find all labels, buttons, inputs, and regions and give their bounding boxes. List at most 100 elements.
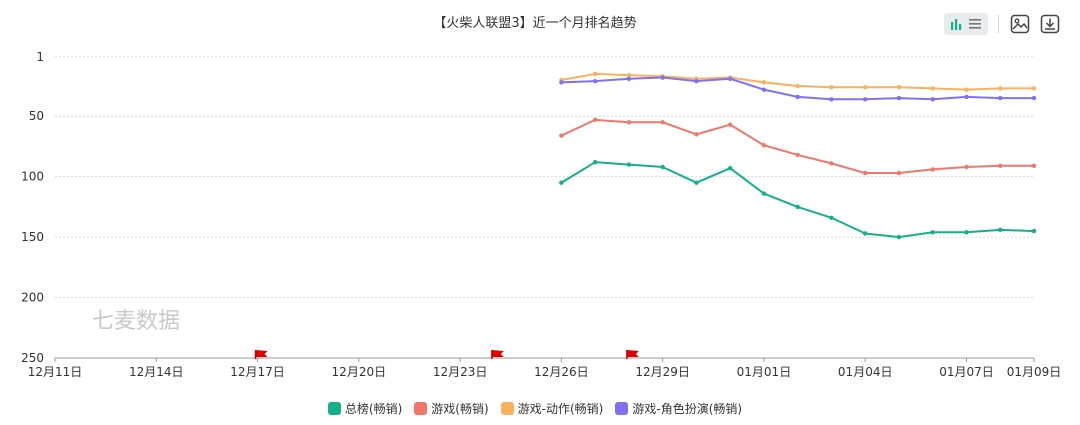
data-point[interactable]: [727, 76, 733, 81]
x-tick-label: 12月17日: [230, 365, 285, 379]
data-point[interactable]: [863, 97, 868, 102]
bar-chart-icon[interactable]: [948, 15, 966, 33]
data-point[interactable]: [1031, 86, 1037, 91]
legend-swatch: [327, 402, 341, 415]
data-point[interactable]: [930, 97, 935, 102]
data-point[interactable]: [592, 159, 598, 165]
grid-layer: [55, 56, 1034, 299]
data-point[interactable]: [964, 230, 969, 235]
data-point[interactable]: [863, 231, 868, 236]
legend-item[interactable]: 游戏(畅销): [414, 400, 489, 417]
data-point[interactable]: [863, 85, 868, 90]
legend-swatch: [615, 402, 629, 415]
x-tick-label: 12月29日: [635, 365, 690, 379]
legend-item[interactable]: 游戏-角色扮演(畅销): [615, 400, 742, 417]
data-point[interactable]: [896, 234, 902, 240]
y-tick-label: 100: [21, 170, 44, 184]
y-tick-label: 1: [36, 50, 44, 64]
data-point[interactable]: [829, 161, 834, 166]
data-point[interactable]: [592, 117, 598, 123]
legend-item[interactable]: 总榜(畅销): [327, 400, 403, 417]
data-point[interactable]: [727, 166, 733, 171]
x-tick-label: 12月26日: [534, 365, 589, 379]
view-toggle[interactable]: [944, 13, 988, 35]
data-point[interactable]: [761, 143, 767, 148]
data-point[interactable]: [626, 120, 632, 125]
data-point[interactable]: [559, 180, 564, 185]
data-point[interactable]: [660, 75, 665, 80]
data-point[interactable]: [592, 71, 598, 77]
data-point[interactable]: [863, 170, 868, 176]
chart-title: 【火柴人联盟3】近一个月排名趋势: [433, 16, 637, 31]
data-point[interactable]: [660, 164, 665, 170]
x-tick-label: 12月11日: [28, 365, 83, 379]
legend-label: 游戏-角色扮演(畅销): [632, 402, 743, 416]
data-point[interactable]: [761, 87, 767, 92]
y-tick-label: 200: [21, 291, 44, 305]
data-point[interactable]: [694, 78, 699, 84]
data-point[interactable]: [829, 97, 834, 102]
data-point[interactable]: [559, 80, 564, 85]
data-point[interactable]: [559, 133, 564, 138]
data-point[interactable]: [626, 162, 632, 167]
data-point[interactable]: [694, 180, 699, 185]
image-icon[interactable]: [1009, 13, 1031, 35]
flag-banner: [491, 350, 504, 357]
data-point[interactable]: [626, 72, 632, 78]
flag-banner: [626, 350, 639, 357]
data-point[interactable]: [660, 120, 665, 125]
legend-label: 游戏(畅销): [431, 402, 489, 416]
data-point[interactable]: [829, 85, 834, 90]
data-point[interactable]: [795, 94, 800, 100]
data-point[interactable]: [896, 95, 902, 101]
legend-label: 游戏-动作(畅销): [517, 402, 604, 416]
data-point[interactable]: [727, 122, 733, 127]
legend-swatch: [500, 402, 514, 415]
data-point[interactable]: [896, 170, 902, 176]
data-point[interactable]: [964, 87, 969, 92]
flag-marker[interactable]: [254, 350, 268, 359]
data-point[interactable]: [998, 95, 1003, 101]
watermark-logo: 七麦数据: [92, 309, 180, 334]
data-point[interactable]: [998, 86, 1003, 91]
flag-marker[interactable]: [626, 350, 639, 359]
data-point[interactable]: [930, 230, 935, 235]
download-icon[interactable]: [1039, 13, 1061, 35]
legend: 总榜(畅销) 游戏(畅销) 游戏-动作(畅销) 游戏-角色扮演(畅销): [0, 400, 1070, 417]
flag-banner: [255, 350, 268, 357]
data-point[interactable]: [964, 94, 969, 100]
data-point[interactable]: [829, 215, 834, 220]
list-icon[interactable]: [966, 15, 984, 33]
y-tick-label: 50: [29, 109, 44, 123]
data-point[interactable]: [930, 167, 935, 172]
data-point[interactable]: [761, 80, 767, 85]
legend-item[interactable]: 游戏-动作(畅销): [500, 400, 604, 417]
data-point[interactable]: [998, 227, 1003, 233]
flag-marker[interactable]: [491, 350, 504, 359]
legend-label: 总榜(畅销): [344, 402, 403, 416]
data-point[interactable]: [592, 78, 598, 84]
data-point[interactable]: [761, 191, 767, 196]
data-point[interactable]: [626, 76, 632, 81]
flag-layer: [254, 350, 639, 359]
data-point[interactable]: [998, 163, 1003, 168]
series-line: [560, 161, 1035, 239]
data-point[interactable]: [964, 164, 969, 170]
x-tick-label: 12月14日: [129, 365, 184, 379]
data-point[interactable]: [896, 85, 902, 90]
data-point[interactable]: [795, 83, 800, 89]
data-point[interactable]: [1031, 228, 1037, 234]
chart-toolbar: [944, 12, 1069, 36]
data-point[interactable]: [1031, 95, 1037, 101]
x-tick-label: 01月01日: [737, 365, 792, 379]
toolbar-divider: [998, 15, 999, 33]
x-tick-label: 12月20日: [332, 365, 387, 379]
data-point[interactable]: [795, 204, 800, 210]
data-point[interactable]: [930, 86, 935, 91]
data-point[interactable]: [795, 152, 800, 158]
y-tick-label: 250: [21, 351, 44, 365]
data-point[interactable]: [694, 132, 699, 137]
data-point[interactable]: [1031, 163, 1037, 168]
